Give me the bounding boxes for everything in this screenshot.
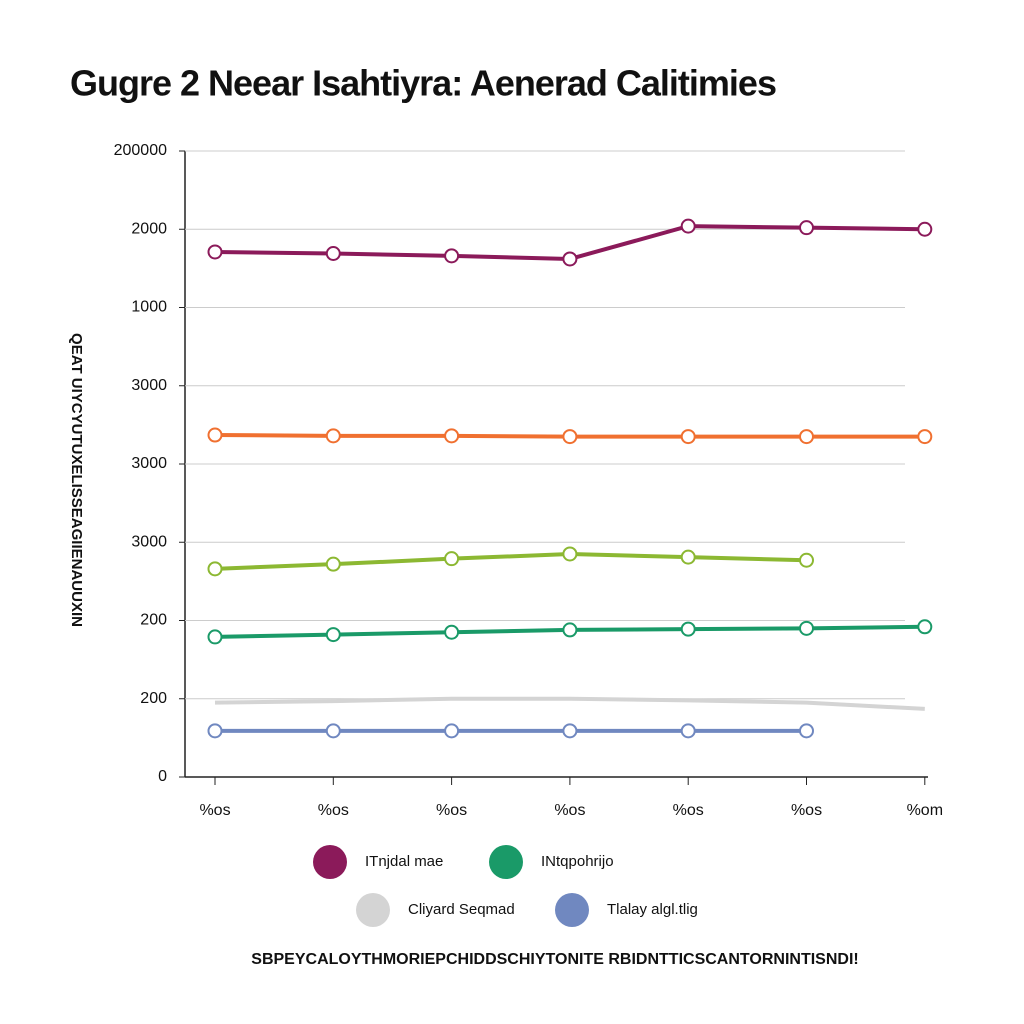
y-axis-label: QEAT UIYCYUTUXELISSEAGIIENAUUXIN	[68, 333, 85, 627]
point	[680, 218, 696, 234]
point	[444, 428, 460, 444]
point	[444, 723, 460, 739]
legend-swatch	[356, 893, 390, 927]
point	[562, 622, 578, 638]
series-line	[214, 696, 925, 711]
legend-label: Cliyard Seqmad	[408, 901, 515, 918]
x-tick-label: %os	[199, 802, 230, 819]
chart-title: Gugre 2 Neear Isahtiyra: Aenerad Calitim…	[70, 63, 776, 104]
point	[799, 429, 814, 445]
point	[325, 723, 341, 739]
legend-swatch	[313, 845, 347, 879]
x-tick-label: %os	[791, 802, 822, 819]
y-tick-label: 3000	[131, 455, 167, 472]
point	[207, 427, 223, 443]
x-tick-label: %om	[907, 802, 943, 819]
x-tick-label: %os	[436, 802, 467, 819]
point	[917, 619, 933, 635]
y-tick-label: 3000	[131, 533, 167, 550]
x-tick-label: %os	[318, 802, 349, 819]
x-tick-label: %os	[554, 802, 585, 819]
legend-label: Tlalay algl.tlig	[607, 901, 698, 918]
y-tick-label: 200	[140, 612, 167, 629]
point	[562, 723, 578, 739]
y-tick-label: 0	[158, 768, 167, 785]
point	[799, 552, 814, 568]
point	[799, 620, 814, 636]
point	[207, 244, 223, 260]
x-tick-label: %os	[673, 802, 704, 819]
point	[799, 220, 814, 236]
point	[444, 248, 460, 264]
point	[207, 561, 223, 577]
point	[207, 629, 223, 645]
y-tick-label: 1000	[131, 299, 167, 316]
point	[325, 556, 341, 572]
y-tick-label: 200	[140, 690, 167, 707]
legend-swatch	[555, 893, 589, 927]
y-tick-label: 200000	[114, 142, 167, 159]
point	[680, 621, 696, 637]
point	[562, 546, 578, 562]
point	[207, 723, 223, 739]
point	[562, 429, 578, 445]
point	[444, 551, 460, 567]
point	[444, 624, 460, 640]
y-tick-label: 3000	[131, 377, 167, 394]
point	[325, 246, 341, 262]
point	[917, 429, 933, 445]
legend-label: ITnjdal mae	[365, 853, 443, 870]
point	[799, 723, 814, 739]
point	[680, 429, 696, 445]
point	[562, 251, 578, 267]
point	[325, 627, 341, 643]
point	[680, 723, 696, 739]
series-line	[214, 551, 807, 571]
footnote: SBPEYCALOYTHMORIEPCHIDDSCHIYTONITE RBIDN…	[251, 951, 858, 968]
y-tick-label: 2000	[131, 220, 167, 237]
legend-label: INtqpohrijo	[541, 853, 614, 870]
legend-swatch	[489, 845, 523, 879]
point	[680, 549, 696, 565]
point	[325, 428, 341, 444]
point	[917, 221, 933, 237]
